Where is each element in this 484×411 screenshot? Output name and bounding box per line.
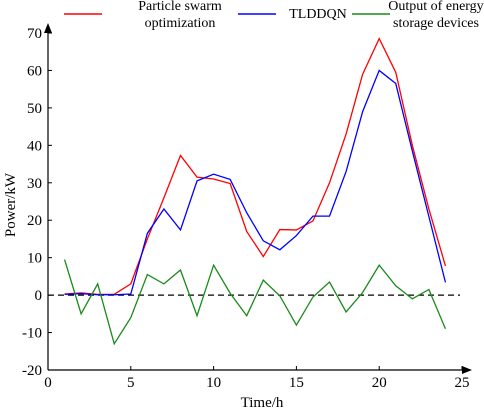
x-axis-title: Time/h (241, 395, 284, 411)
x-tick-label: 20 (372, 375, 387, 391)
series-line-2 (64, 69, 447, 296)
y-tick-label: 70 (27, 26, 42, 42)
y-tick-label: -20 (22, 363, 42, 379)
y-tick-label: 60 (27, 63, 42, 79)
x-axis-arrow (462, 366, 472, 374)
y-tick-label: -10 (22, 326, 42, 342)
y-tick-label: 30 (27, 176, 42, 192)
y-tick-label: 50 (27, 101, 42, 117)
series-layer (63, 37, 447, 346)
legend-label-1: Particle swarm optimization (138, 0, 222, 31)
x-tick-label: 0 (44, 375, 52, 391)
y-tick-label: 40 (27, 138, 42, 154)
legend-label-2: TLDDQN (289, 7, 347, 22)
x-tick-label: 5 (127, 375, 135, 391)
x-tick-label: 25 (455, 375, 470, 391)
legend: Particle swarm optimization TLDDQN Output o… (64, 0, 484, 31)
y-tick-label: 20 (27, 213, 42, 229)
ticks: 0 5 10 15 20 25 -20 -10 0 10 20 30 40 50 60 70 (22, 26, 470, 391)
y-tick-label: 10 (27, 251, 42, 267)
x-tick-label: 10 (206, 375, 221, 391)
y-axis-title: Power/kW (3, 172, 19, 237)
series-line-1 (64, 37, 447, 296)
x-tick-label: 15 (289, 375, 304, 391)
axes (44, 23, 472, 374)
legend-label-3: Output of energy storage devices (388, 0, 483, 31)
series-line-3 (63, 259, 447, 346)
y-tick-label: 0 (35, 288, 43, 304)
y-axis-arrow (44, 23, 52, 33)
